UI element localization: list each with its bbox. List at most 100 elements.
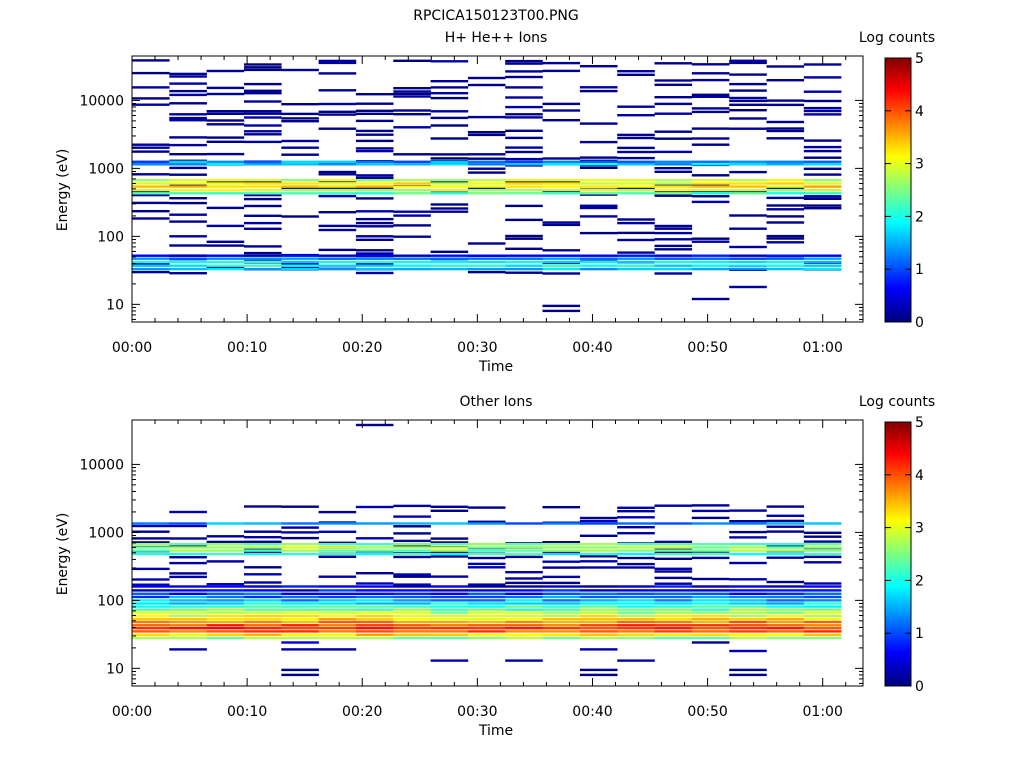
heatmap-cell bbox=[355, 147, 394, 150]
heatmap-cell bbox=[579, 585, 618, 588]
heatmap-cell bbox=[579, 140, 618, 144]
heatmap-cell bbox=[803, 611, 842, 614]
heatmap-cell bbox=[803, 555, 842, 559]
heatmap-cell bbox=[467, 76, 506, 80]
heatmap-cell bbox=[355, 522, 394, 525]
heatmap-cell bbox=[318, 636, 357, 640]
colorbar-segment bbox=[885, 183, 911, 186]
colorbar-segment bbox=[885, 426, 911, 429]
heatmap-cell bbox=[803, 76, 842, 79]
heatmap-cell bbox=[169, 183, 207, 187]
heatmap-cell bbox=[430, 605, 469, 608]
heatmap-cell bbox=[803, 185, 842, 188]
colorbar-segment bbox=[885, 543, 911, 546]
heatmap-cell bbox=[244, 221, 282, 225]
heatmap-cell bbox=[766, 599, 805, 602]
heatmap-cell bbox=[803, 620, 842, 624]
heatmap-cell bbox=[430, 180, 469, 183]
heatmap-cell bbox=[654, 614, 693, 618]
heatmap-cell bbox=[169, 160, 207, 163]
heatmap-cell bbox=[132, 163, 170, 166]
colorbar-segment bbox=[885, 653, 911, 656]
heatmap-cell bbox=[244, 551, 282, 554]
heatmap-cell bbox=[244, 133, 282, 136]
heatmap-cell bbox=[206, 160, 245, 163]
heatmap-cell bbox=[505, 116, 543, 119]
heatmap-cell bbox=[132, 103, 170, 106]
heatmap-cell bbox=[206, 599, 245, 602]
heatmap-cell bbox=[579, 560, 618, 563]
heatmap-cell bbox=[617, 192, 655, 195]
heatmap-cell bbox=[542, 304, 581, 308]
colorbar-segment bbox=[885, 587, 911, 590]
heatmap-cell bbox=[244, 68, 282, 72]
heatmap-cell bbox=[244, 530, 282, 533]
heatmap-cell bbox=[318, 510, 357, 514]
heatmap-cells bbox=[132, 59, 842, 313]
heatmap-cell bbox=[132, 192, 170, 195]
heatmap-cell bbox=[318, 173, 357, 176]
heatmap-cell bbox=[579, 555, 618, 558]
heatmap-cell bbox=[281, 215, 319, 218]
colorbar-segment bbox=[885, 613, 911, 616]
heatmap-cell bbox=[244, 585, 282, 588]
heatmap-cell bbox=[803, 531, 842, 534]
heatmap-cell bbox=[430, 589, 469, 592]
colorbar-segment bbox=[885, 80, 911, 83]
heatmap-cell bbox=[542, 599, 581, 602]
heatmap-cell bbox=[206, 152, 245, 156]
heatmap-cell bbox=[430, 250, 469, 253]
heatmap-cell bbox=[691, 595, 730, 599]
colorbar-segment bbox=[885, 510, 911, 513]
heatmap-cell bbox=[393, 599, 431, 602]
colorbar-segment bbox=[885, 302, 911, 305]
heatmap-cell bbox=[355, 630, 394, 633]
heatmap-cell bbox=[505, 659, 543, 662]
heatmap-cell bbox=[169, 163, 207, 166]
heatmap-cell bbox=[729, 578, 767, 581]
heatmap-cell bbox=[393, 504, 431, 508]
heatmap-cell bbox=[244, 193, 282, 197]
heatmap-cell bbox=[355, 614, 394, 618]
heatmap-cell bbox=[542, 185, 581, 188]
heatmap-cell bbox=[803, 264, 842, 267]
colorbar-segment bbox=[885, 247, 911, 250]
heatmap-cell bbox=[281, 153, 319, 156]
heatmap-cell bbox=[654, 633, 693, 637]
heatmap-cell bbox=[206, 583, 245, 586]
colorbar-segment bbox=[885, 234, 911, 237]
colorbar-segment bbox=[885, 187, 911, 191]
colorbar-segment bbox=[885, 192, 911, 195]
heatmap-cell bbox=[654, 504, 693, 507]
heatmap-cell bbox=[393, 602, 431, 605]
colorbar-segment bbox=[885, 174, 911, 178]
colorbar-segment bbox=[885, 315, 911, 318]
heatmap-cell bbox=[617, 605, 655, 608]
x-tick-label: 00:30 bbox=[457, 704, 497, 720]
heatmap-cell bbox=[766, 129, 805, 133]
colorbar-segment bbox=[885, 249, 911, 252]
heatmap-cell bbox=[169, 119, 207, 122]
panel-title: H+ He++ Ions bbox=[445, 30, 548, 46]
heatmap-cell bbox=[579, 648, 618, 651]
heatmap-cell bbox=[318, 224, 357, 228]
heatmap-cell bbox=[467, 595, 506, 599]
heatmap-cell bbox=[654, 167, 693, 170]
heatmap-cell bbox=[542, 157, 581, 160]
heatmap-cell bbox=[654, 83, 693, 86]
colorbar-segment bbox=[885, 668, 911, 671]
x-tick-label: 00:40 bbox=[572, 704, 612, 720]
heatmap-cell bbox=[132, 262, 170, 265]
colorbar-segment bbox=[885, 503, 911, 506]
heatmap-cell bbox=[393, 552, 431, 556]
heatmap-cell bbox=[654, 170, 693, 173]
heatmap-cell bbox=[132, 264, 170, 267]
colorbar-segment bbox=[885, 472, 911, 476]
heatmap-cell bbox=[244, 624, 282, 627]
colorbar-segment bbox=[885, 69, 911, 72]
heatmap-cell bbox=[803, 627, 842, 630]
heatmap-cell bbox=[169, 72, 207, 76]
heatmap-cell bbox=[169, 620, 207, 624]
heatmap-cell bbox=[505, 234, 543, 238]
colorbar-segment bbox=[885, 262, 911, 266]
